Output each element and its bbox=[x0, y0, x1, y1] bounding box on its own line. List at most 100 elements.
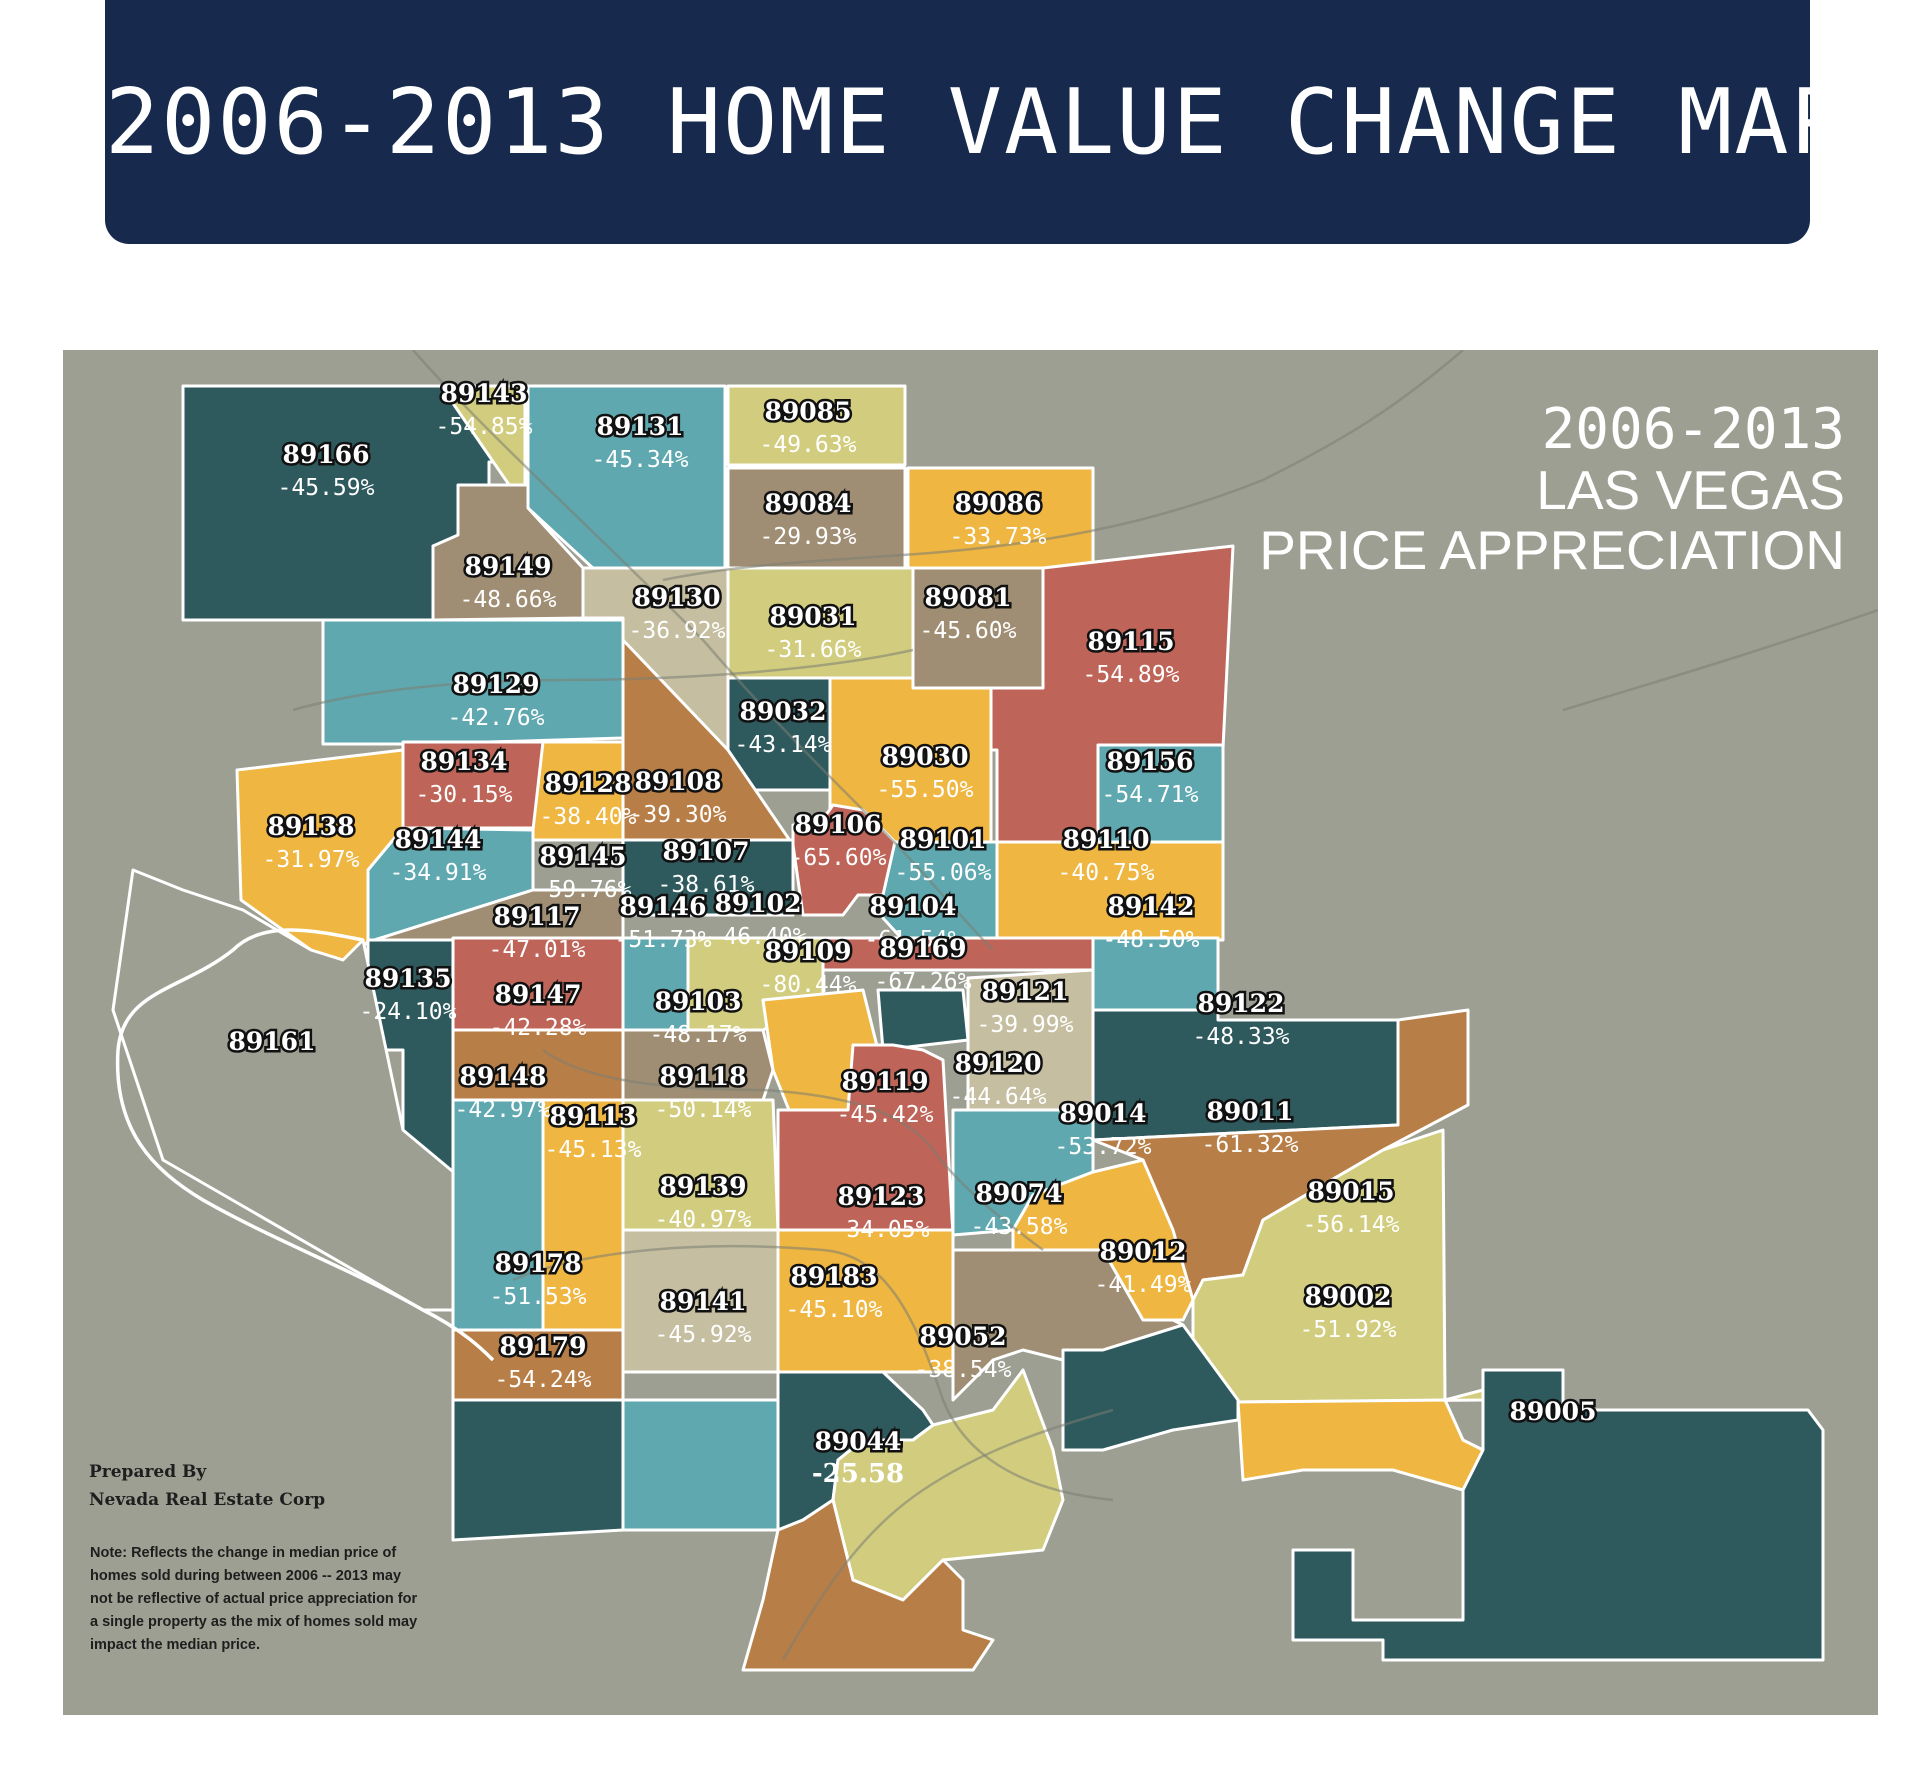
zip-label-89123: 89123 bbox=[838, 1182, 925, 1211]
change-label-89015: -56.14% bbox=[1303, 1212, 1400, 1238]
title-banner: 2006-2013 HOME VALUE CHANGE MAP bbox=[105, 0, 1847, 244]
change-label-89147: -42.28% bbox=[490, 1015, 587, 1041]
highway-line bbox=[662, 350, 1464, 582]
zip-region-89103 bbox=[621, 1028, 775, 1102]
change-label-89145: -59.76% bbox=[535, 877, 632, 903]
zip-region-89169 bbox=[876, 988, 970, 1052]
zip-region-89107 bbox=[621, 838, 795, 917]
zip-label-89143: 89143 bbox=[441, 379, 528, 408]
zip-label-89102: 89102 bbox=[715, 889, 802, 918]
change-label-89044: -25.58 bbox=[812, 1459, 904, 1489]
zip-label-89110: 89110 bbox=[1063, 825, 1150, 854]
change-label-89086: -33.73% bbox=[950, 524, 1047, 550]
zip-label-89113: 89113 bbox=[550, 1102, 637, 1131]
change-label-89129: -42.76% bbox=[448, 705, 545, 731]
zip-label-89139: 89139 bbox=[660, 1172, 747, 1201]
highway-line bbox=[512, 1245, 1114, 1502]
map-svg: 89166 -45.59% 89143 -54.85% 89131 -45.34% 8908… bbox=[111, 350, 1878, 1672]
zip-label-89166: 89166 bbox=[283, 440, 370, 469]
change-label-89166: -45.59% bbox=[278, 475, 375, 501]
change-label-89142: -48.50% bbox=[1103, 927, 1200, 953]
area-outline-89161 bbox=[115, 928, 495, 1362]
zip-code-map: 89166 -45.59% 89143 -54.85% 89131 -45.34% 8908… bbox=[63, 350, 1878, 1715]
zip-label-89106: 89106 bbox=[795, 810, 882, 839]
change-label-89149: -48.66% bbox=[460, 587, 557, 613]
change-label-89122: -48.33% bbox=[1193, 1024, 1290, 1050]
change-label-89148: -42.97% bbox=[455, 1097, 552, 1123]
change-label-89179: -54.24% bbox=[495, 1367, 592, 1393]
zip-region-89128 bbox=[531, 740, 625, 842]
change-label-89143: -54.85% bbox=[436, 414, 533, 440]
zip-label-89169: 89169 bbox=[880, 934, 967, 963]
change-label-89012: -41.49% bbox=[1095, 1272, 1192, 1298]
change-label-89052: -38.54% bbox=[915, 1357, 1012, 1383]
zip-label-89002: 89002 bbox=[1305, 1282, 1392, 1311]
zip-label-89081: 89081 bbox=[925, 583, 1012, 612]
corner-title: 2006-2013 LAS VEGAS PRICE APPRECIATION bbox=[1259, 400, 1845, 581]
zip-label-89156: 89156 bbox=[1107, 747, 1194, 776]
zip-label-89031: 89031 bbox=[770, 602, 857, 631]
change-label-89106: -65.60% bbox=[790, 845, 887, 871]
corner-title-city: LAS VEGAS bbox=[1536, 459, 1845, 521]
highway-line bbox=[542, 1048, 1044, 1251]
corner-title-subject: PRICE APPRECIATION bbox=[1259, 519, 1845, 581]
change-label-89031: -31.66% bbox=[765, 637, 862, 663]
zip-label-89086: 89086 bbox=[955, 489, 1042, 518]
change-label-89134: -30.15% bbox=[416, 782, 513, 808]
change-label-89030: -55.50% bbox=[877, 777, 974, 803]
change-label-89108: -39.30% bbox=[630, 802, 727, 828]
change-label-89139: -40.97% bbox=[655, 1207, 752, 1233]
zip-label-89161: 89161 bbox=[229, 1027, 316, 1056]
zip-label-89101: 89101 bbox=[900, 825, 987, 854]
zip-label-89015: 89015 bbox=[1308, 1177, 1395, 1206]
prepared-by: Prepared By Nevada Real Estate Corp bbox=[89, 1458, 325, 1514]
change-label-89104: -61.54% bbox=[865, 927, 962, 953]
prepared-by-label: Prepared By bbox=[89, 1462, 207, 1482]
map-note: Note: Reflects the change in median pric… bbox=[90, 1545, 418, 1653]
map-title: 2006-2013 HOME VALUE CHANGE MAP bbox=[105, 70, 1847, 175]
zip-label-89030: 89030 bbox=[882, 742, 969, 771]
zip-label-89109: 89109 bbox=[765, 937, 852, 966]
zip-region-89144 bbox=[366, 826, 535, 944]
zip-label-89074: 89074 bbox=[976, 1179, 1063, 1208]
zip-label-89103: 89103 bbox=[655, 987, 742, 1016]
change-label-89109: -80.44% bbox=[760, 972, 857, 998]
change-label-89113: -45.13% bbox=[545, 1137, 642, 1163]
change-label-89131: -45.34% bbox=[592, 447, 689, 473]
zip-region-89044 bbox=[741, 1498, 995, 1672]
change-label-89156: -54.71% bbox=[1102, 782, 1199, 808]
zip-label-89129: 89129 bbox=[453, 670, 540, 699]
change-label-89120: -44.64% bbox=[950, 1084, 1047, 1110]
change-label-89103: -48.17% bbox=[650, 1022, 747, 1048]
zip-label-89084: 89084 bbox=[765, 489, 852, 518]
zip-label-89121: 89121 bbox=[982, 977, 1069, 1006]
zip-label-89011: 89011 bbox=[1207, 1097, 1294, 1126]
zip-label-89005: 89005 bbox=[1510, 1397, 1597, 1426]
change-label-89144: -34.91% bbox=[390, 860, 487, 886]
change-label-89107: -38.61% bbox=[658, 872, 755, 898]
change-label-89081: -45.60% bbox=[920, 618, 1017, 644]
change-label-89130: -36.92% bbox=[629, 618, 726, 644]
change-label-89101: -55.06% bbox=[895, 860, 992, 886]
zip-label-89120: 89120 bbox=[955, 1049, 1042, 1078]
zip-label-89183: 89183 bbox=[791, 1262, 878, 1291]
zip-label-89122: 89122 bbox=[1198, 989, 1285, 1018]
change-label-89118: -50.14% bbox=[655, 1097, 752, 1123]
change-label-89141: -45.92% bbox=[655, 1322, 752, 1348]
change-label-89110: -40.75% bbox=[1058, 860, 1155, 886]
zip-label-89141: 89141 bbox=[660, 1287, 747, 1316]
zip-label-89107: 89107 bbox=[663, 837, 750, 866]
highway-line bbox=[412, 350, 994, 951]
zip-label-89145: 89145 bbox=[540, 842, 627, 871]
change-label-89123: -34.05% bbox=[833, 1217, 930, 1243]
change-label-89115: -54.89% bbox=[1083, 662, 1180, 688]
zip-label-89104: 89104 bbox=[870, 892, 957, 921]
zip-label-89147: 89147 bbox=[495, 980, 582, 1009]
zip-region-89141 bbox=[621, 1398, 780, 1532]
zip-label-89012: 89012 bbox=[1100, 1237, 1187, 1266]
change-label-89084: -29.93% bbox=[760, 524, 857, 550]
zip-label-89138: 89138 bbox=[268, 812, 355, 841]
zip-region-89179 bbox=[451, 1398, 625, 1542]
zip-label-89117: 89117 bbox=[494, 902, 581, 931]
change-label-89183: -45.10% bbox=[786, 1297, 883, 1323]
